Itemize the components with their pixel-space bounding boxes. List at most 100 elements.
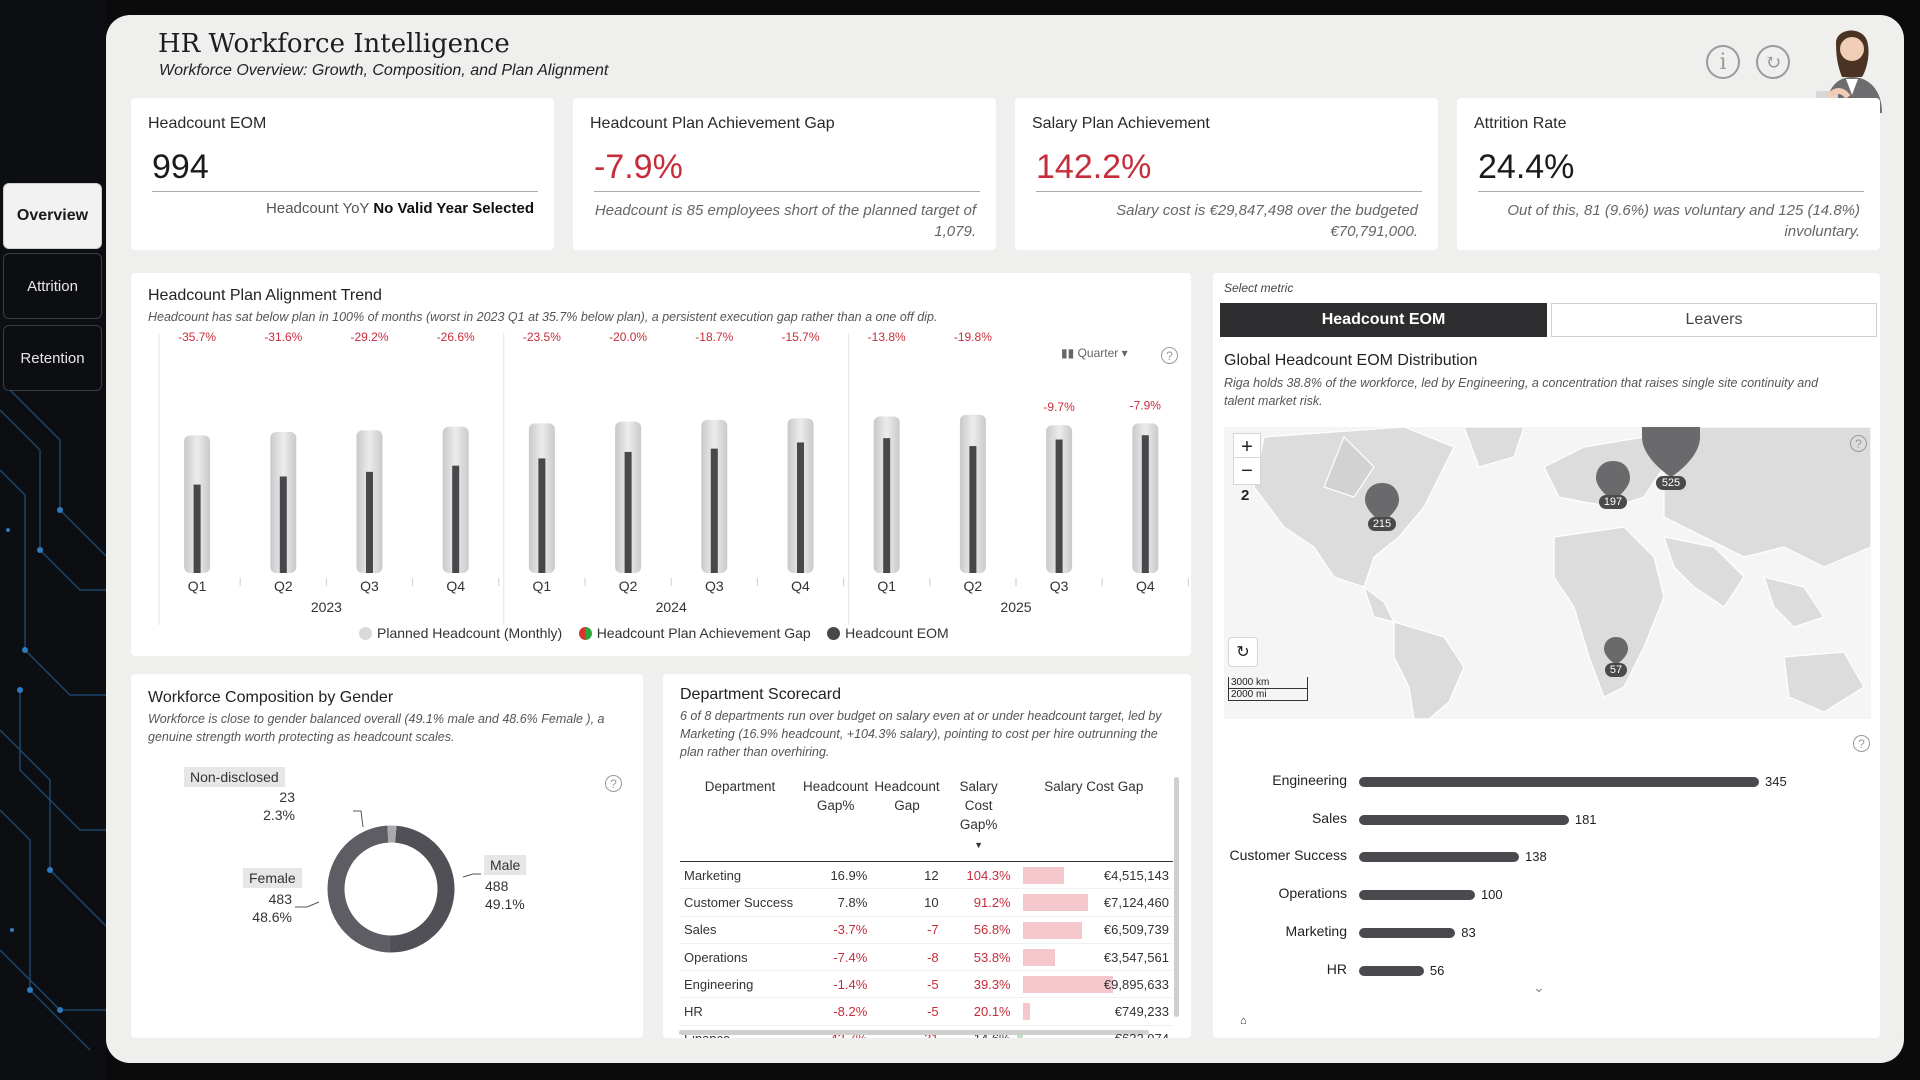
kpi-attrition-note: Out of this, 81 (9.6%) was voluntary and… bbox=[1507, 202, 1860, 240]
label-male-pct: 49.1% bbox=[485, 896, 525, 912]
cell-department: Sales bbox=[680, 916, 800, 944]
cell-headcount-gap-pct: -8.2% bbox=[800, 997, 872, 1026]
dept-bar[interactable] bbox=[1359, 965, 1424, 976]
dept-bar[interactable] bbox=[1359, 777, 1759, 787]
table-row[interactable]: Operations -7.4% -8 53.8% €3,547,561 bbox=[680, 943, 1173, 972]
cell-salary-gap: €6,509,739 bbox=[1014, 916, 1173, 944]
scorecard-card: Department Scorecard 6 of 8 departments … bbox=[663, 674, 1191, 1038]
donut-slice-male[interactable] bbox=[389, 825, 455, 953]
quarter-tick-label: Q2 bbox=[619, 578, 638, 594]
col-department[interactable]: Department bbox=[680, 777, 800, 862]
col-headcount-gap-pct[interactable]: Headcount Gap% bbox=[800, 777, 872, 862]
dept-bar[interactable] bbox=[1359, 852, 1519, 863]
nav-retention-button[interactable]: Retention bbox=[3, 325, 102, 391]
kpi-gap-card: Headcount Plan Achievement Gap -7.9% Hea… bbox=[573, 98, 996, 250]
cell-headcount-gap-pct: -3.7% bbox=[800, 916, 872, 944]
label-nondisclosed: Non-disclosed bbox=[184, 767, 285, 787]
cell-department: HR bbox=[680, 997, 800, 1026]
horizontal-scrollbar[interactable] bbox=[679, 1030, 1149, 1035]
page-title: HR Workforce Intelligence bbox=[158, 29, 510, 59]
nav-attrition-button[interactable]: Attrition bbox=[3, 253, 102, 319]
eom-bar bbox=[452, 465, 460, 573]
vertical-scrollbar[interactable] bbox=[1174, 777, 1179, 1017]
refresh-icon[interactable]: ↻ bbox=[1756, 45, 1790, 79]
gender-title: Workforce Composition by Gender bbox=[148, 689, 394, 706]
eom-bar bbox=[1055, 439, 1063, 573]
map-pin-north-america[interactable]: 215 bbox=[1365, 483, 1399, 536]
salary-gap-bar bbox=[1022, 948, 1055, 966]
salary-gap-bar bbox=[1022, 976, 1113, 994]
metric-headcount-button[interactable]: Headcount EOM bbox=[1220, 303, 1547, 337]
cell-headcount-gap-pct: -7.4% bbox=[800, 943, 872, 972]
pin-value: 525 bbox=[1661, 477, 1681, 489]
scorecard-subtitle: 6 of 8 departments run over budget on sa… bbox=[680, 709, 1162, 759]
kpi-gap-note: Headcount is 85 employees short of the p… bbox=[594, 202, 976, 240]
map-pin-riga[interactable]: 525 bbox=[1642, 427, 1700, 498]
quarter-tick-label: Q4 bbox=[1136, 578, 1155, 594]
table-row[interactable]: Customer Success 7.8% 10 91.2% €7,124,460 bbox=[680, 888, 1173, 917]
legend-eom-label: Headcount EOM bbox=[845, 625, 949, 641]
col-salary-gap-pct[interactable]: Salary Cost Gap% ▼ bbox=[942, 777, 1015, 862]
help-icon[interactable]: ? bbox=[1161, 347, 1178, 364]
reset-map-button[interactable]: ↻ bbox=[1228, 637, 1258, 667]
distribution-card: Select metric Headcount EOM Leavers Glob… bbox=[1213, 273, 1880, 1038]
table-row[interactable]: HR -8.2% -5 20.1% €749,233 bbox=[680, 997, 1173, 1026]
salary-gap-value: €4,515,143 bbox=[1103, 867, 1169, 883]
eom-bar bbox=[1141, 435, 1149, 573]
map-pin-uk[interactable]: 197 bbox=[1596, 461, 1630, 514]
zoom-in-button[interactable]: + bbox=[1233, 433, 1261, 461]
dept-bar[interactable] bbox=[1359, 890, 1475, 901]
table-row[interactable]: Marketing 16.9% 12 104.3% €4,515,143 bbox=[680, 861, 1173, 890]
table-row[interactable]: Engineering -1.4% -5 39.3% €9,895,633 bbox=[680, 970, 1173, 999]
kpi-headcount-note: Headcount YoY No Valid Year Selected bbox=[266, 200, 534, 217]
salary-gap-value: €9,895,633 bbox=[1103, 976, 1169, 992]
dept-bar[interactable] bbox=[1359, 927, 1456, 938]
select-metric-label: Select metric bbox=[1224, 281, 1294, 295]
table-header-row: Department Headcount Gap% Headcount Gap … bbox=[680, 777, 1173, 862]
gap-label: -31.6% bbox=[264, 330, 302, 344]
dept-label: Sales bbox=[1311, 809, 1347, 826]
eom-bar bbox=[193, 484, 201, 573]
gap-label: -23.5% bbox=[523, 330, 561, 344]
dept-help-icon[interactable]: ? bbox=[1853, 735, 1870, 752]
cell-salary-gap: €7,124,460 bbox=[1014, 888, 1173, 917]
granularity-dropdown[interactable]: ▮▮ Quarter ▾ bbox=[1061, 346, 1128, 360]
dept-bar[interactable] bbox=[1359, 814, 1569, 825]
dept-label: Engineering bbox=[1272, 772, 1347, 788]
page-subtitle: Workforce Overview: Growth, Composition,… bbox=[159, 62, 609, 79]
label-female-name: Female bbox=[243, 868, 302, 888]
gender-card: Workforce Composition by Gender Workforc… bbox=[131, 674, 643, 1038]
chevron-down-icon[interactable]: ⌄ bbox=[1533, 979, 1545, 995]
kpi-salary-card: Salary Plan Achievement 142.2% Salary co… bbox=[1015, 98, 1438, 250]
map-pin-icon bbox=[1365, 483, 1399, 531]
table-row[interactable]: Sales -3.7% -7 56.8% €6,509,739 bbox=[680, 916, 1173, 944]
label-female-pct: 48.6% bbox=[252, 909, 292, 925]
kpi-salary-note: Salary cost is €29,847,498 over the budg… bbox=[1116, 202, 1418, 240]
legend-gap: Headcount Plan Achievement Gap bbox=[578, 625, 811, 641]
quarter-tick-label: Q4 bbox=[446, 578, 465, 594]
cell-headcount-gap: -5 bbox=[871, 997, 943, 1026]
label-male-name: Male bbox=[484, 855, 527, 875]
info-icon[interactable]: i bbox=[1706, 45, 1740, 79]
gap-label: -7.9% bbox=[1130, 398, 1162, 412]
metric-leavers-button[interactable]: Leavers bbox=[1551, 303, 1877, 337]
cell-headcount-gap-pct: -1.4% bbox=[800, 970, 872, 999]
map-pin-africa[interactable]: 57 bbox=[1604, 637, 1628, 682]
home-icon[interactable]: ⌂ bbox=[1240, 1015, 1247, 1027]
col-headcount-gap[interactable]: Headcount Gap bbox=[871, 777, 943, 862]
salary-gap-value: €749,233 bbox=[1114, 1004, 1169, 1020]
quarter-tick-label: Q3 bbox=[1050, 578, 1069, 594]
map-help-icon[interactable]: ? bbox=[1850, 435, 1867, 452]
granularity-value: Quarter bbox=[1077, 346, 1119, 360]
gender-donut-chart bbox=[295, 810, 481, 953]
help-icon[interactable]: ? bbox=[605, 775, 622, 792]
bar-chart-icon: ▮▮ bbox=[1061, 346, 1075, 360]
world-map[interactable]: + − 2 215 197 525 57 ↻ 3000 km bbox=[1224, 427, 1871, 719]
zoom-out-button[interactable]: − bbox=[1233, 457, 1261, 485]
kpi-gap-title: Headcount Plan Achievement Gap bbox=[590, 115, 835, 132]
trend-subtitle: Headcount has sat below plan in 100% of … bbox=[148, 310, 938, 324]
legend-planned-swatch bbox=[359, 626, 372, 640]
nav-overview-button[interactable]: Overview bbox=[3, 183, 102, 249]
col-salary-gap[interactable]: Salary Cost Gap bbox=[1014, 777, 1173, 862]
donut-slice-female[interactable] bbox=[327, 825, 390, 953]
